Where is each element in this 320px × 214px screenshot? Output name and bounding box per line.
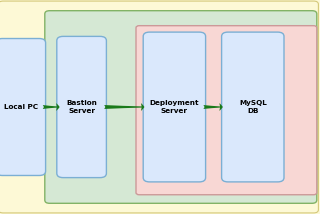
FancyBboxPatch shape (136, 26, 317, 195)
FancyBboxPatch shape (221, 32, 284, 182)
FancyBboxPatch shape (45, 11, 317, 203)
Text: Bastion
Server: Bastion Server (66, 100, 97, 114)
FancyBboxPatch shape (0, 39, 45, 175)
Text: Local PC: Local PC (4, 104, 38, 110)
FancyBboxPatch shape (143, 32, 206, 182)
Text: Deployment
Server: Deployment Server (150, 100, 199, 114)
FancyBboxPatch shape (57, 36, 106, 178)
Text: MySQL
DB: MySQL DB (239, 100, 267, 114)
